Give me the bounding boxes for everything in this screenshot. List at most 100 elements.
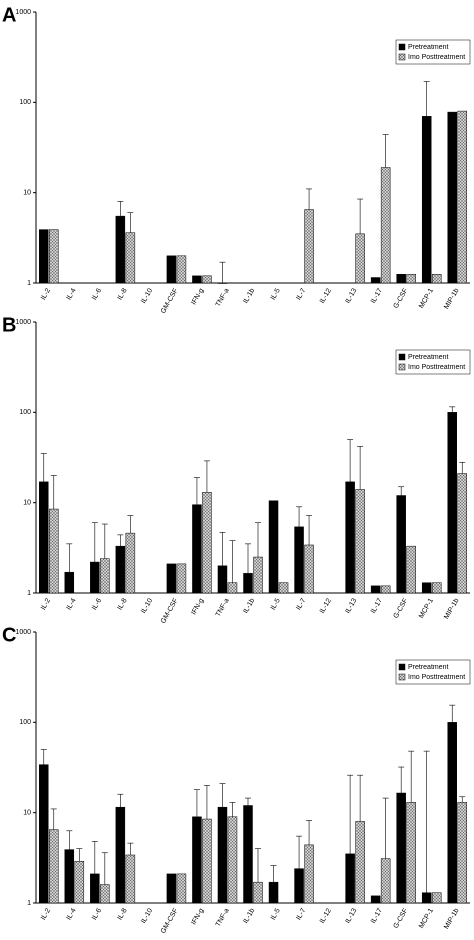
legend-swatch <box>398 673 406 681</box>
bar <box>421 582 432 594</box>
bar <box>457 473 467 594</box>
x-tick-label: IL-1b <box>242 287 256 304</box>
bar <box>447 111 457 284</box>
bar <box>304 209 314 284</box>
x-tick-label: IL-17 <box>370 907 384 924</box>
error-bar <box>347 774 354 854</box>
bar <box>370 895 381 904</box>
error-bar <box>357 446 364 490</box>
y-tick-label: 1000 <box>15 9 31 16</box>
bar <box>176 255 187 284</box>
bar <box>243 805 253 904</box>
bar <box>421 892 432 904</box>
error-bar <box>398 486 405 496</box>
bar <box>406 802 416 904</box>
legend-label: Imo Posttreatment <box>408 54 465 61</box>
x-tick-label: MCP-1 <box>418 287 435 309</box>
error-bar <box>101 852 108 885</box>
error-bar <box>91 522 98 563</box>
error-bar <box>40 749 47 765</box>
error-bar <box>296 506 303 527</box>
bar <box>192 504 202 594</box>
error-bar <box>127 212 134 233</box>
bar <box>396 495 406 594</box>
error-bar <box>347 439 354 482</box>
panel-label: B <box>2 314 16 336</box>
bar <box>370 277 381 284</box>
legend-swatch <box>398 53 406 61</box>
error-bar <box>193 789 200 817</box>
error-bar <box>117 534 124 547</box>
bar <box>457 110 467 284</box>
x-tick-label: IL-7 <box>295 287 307 301</box>
bar <box>90 873 100 904</box>
error-bar <box>66 543 73 573</box>
bar <box>380 167 391 284</box>
bar <box>457 802 467 904</box>
bar <box>125 532 136 594</box>
y-tick-label: 100 <box>19 99 31 106</box>
bar <box>166 563 177 594</box>
x-tick-label: IL-17 <box>370 597 384 614</box>
bar <box>370 585 381 594</box>
error-bar <box>117 793 124 808</box>
x-tick-label: IFN-g <box>190 597 205 616</box>
x-tick-label: MCP-1 <box>418 907 435 929</box>
y-tick-label: 10 <box>23 500 31 507</box>
x-tick-label: MIP-1b <box>443 907 460 930</box>
bar <box>304 844 314 904</box>
error-bar <box>229 802 236 817</box>
x-tick-label: IL-2 <box>40 907 52 921</box>
bar <box>115 545 126 594</box>
x-tick-label: IFN-g <box>190 907 205 926</box>
bar <box>380 585 391 594</box>
y-tick-label: 10 <box>23 810 31 817</box>
error-bar <box>50 475 57 510</box>
x-tick-label: IL-6 <box>91 907 103 921</box>
y-tick-label: 1000 <box>15 629 31 636</box>
error-bar <box>219 531 226 566</box>
bar <box>115 215 126 284</box>
error-bar <box>296 835 303 869</box>
error-bar <box>255 848 261 883</box>
y-tick-label: 100 <box>19 719 31 726</box>
bar <box>176 873 187 904</box>
bar <box>49 229 59 284</box>
bar <box>243 573 253 594</box>
y-tick-label: 1 <box>27 280 31 287</box>
bar <box>431 273 442 284</box>
error-bar <box>229 540 236 583</box>
error-bar <box>449 704 456 723</box>
x-tick-label: IL-12 <box>319 907 333 924</box>
error-bar <box>127 515 134 534</box>
bar <box>202 492 212 594</box>
legend-label: Imo Posttreatment <box>408 674 465 681</box>
error-bar <box>306 820 313 845</box>
x-tick-label: MIP-1b <box>443 597 460 620</box>
bar <box>396 273 406 284</box>
x-tick-label: IL-8 <box>117 287 129 301</box>
x-tick-label: GM-CSF <box>160 287 180 314</box>
bar <box>447 722 457 904</box>
x-tick-label: IL-5 <box>270 597 282 611</box>
error-bar <box>408 750 415 803</box>
error-bar <box>423 81 430 117</box>
bar <box>406 273 416 284</box>
x-tick-label: IL-6 <box>91 287 103 301</box>
bar <box>227 816 238 904</box>
error-bar <box>306 188 313 210</box>
x-tick-label: IFN-g <box>190 287 205 306</box>
bar <box>64 849 75 904</box>
bar <box>406 545 416 594</box>
error-bar <box>270 865 277 883</box>
bar <box>125 232 136 284</box>
bar <box>355 233 365 284</box>
x-tick-label: TNF-a <box>215 287 231 308</box>
x-tick-label: G-CSF <box>393 597 410 619</box>
bar <box>217 565 228 594</box>
bar <box>431 892 442 904</box>
error-bar <box>357 198 364 234</box>
x-tick-label: IL-12 <box>319 287 333 304</box>
error-bar <box>306 515 313 545</box>
